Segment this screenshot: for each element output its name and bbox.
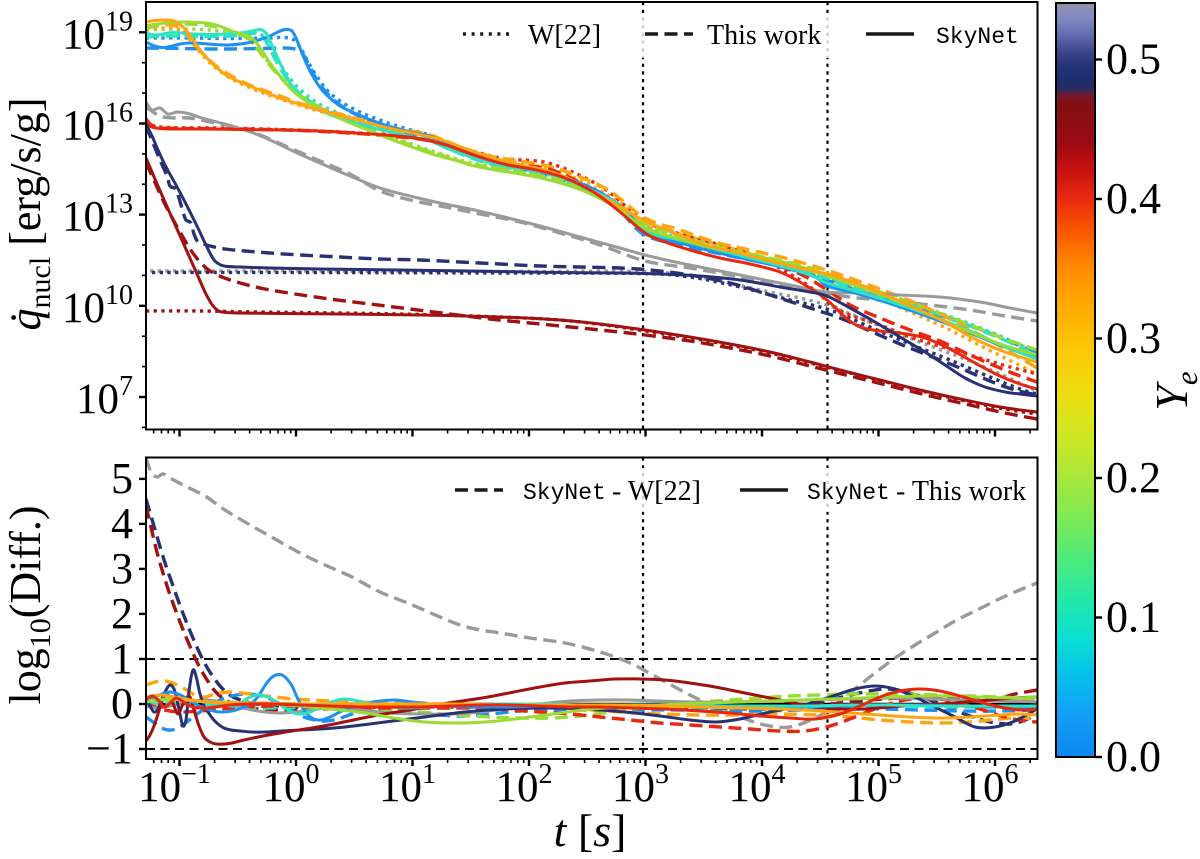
- svg-text:0.5: 0.5: [1106, 35, 1161, 84]
- svg-text:Ye: Ye: [1146, 371, 1200, 411]
- svg-text:t [s]: t [s]: [554, 805, 627, 856]
- svg-text:0.1: 0.1: [1106, 593, 1161, 642]
- svg-text:−1: −1: [86, 724, 133, 773]
- svg-text:1: 1: [111, 634, 133, 683]
- svg-text:4: 4: [111, 499, 133, 548]
- svg-text:1019: 1019: [62, 6, 133, 58]
- svg-text:SkyNet: SkyNet: [807, 480, 890, 506]
- svg-text:0.4: 0.4: [1106, 174, 1161, 223]
- svg-text:- This work: - This work: [896, 476, 1026, 507]
- svg-text:This work: This work: [707, 20, 821, 51]
- svg-text:0.2: 0.2: [1106, 453, 1161, 502]
- svg-text:5: 5: [111, 454, 133, 503]
- svg-text:SkyNet: SkyNet: [936, 24, 1019, 50]
- svg-text:0: 0: [111, 679, 133, 728]
- svg-text:0.3: 0.3: [1106, 314, 1161, 363]
- svg-text:3: 3: [111, 544, 133, 593]
- svg-text:2: 2: [111, 589, 133, 638]
- svg-text:1010: 1010: [62, 280, 133, 332]
- svg-text:SkyNet: SkyNet: [523, 480, 606, 506]
- svg-text:log10(Diff.): log10(Diff.): [1, 505, 57, 704]
- svg-text:W[22]: W[22]: [528, 20, 601, 51]
- svg-text:- W[22]: - W[22]: [612, 476, 701, 507]
- svg-text:0.0: 0.0: [1106, 732, 1161, 781]
- svg-text:q̇nucl [erg/s/g]: q̇nucl [erg/s/g]: [1, 98, 57, 331]
